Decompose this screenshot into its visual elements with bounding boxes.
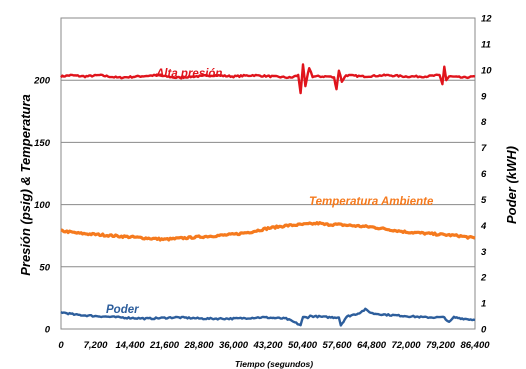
- series-lines: [60, 63, 476, 327]
- y-right-tick-label: 5: [481, 195, 487, 206]
- y-right-tick-label: 0: [481, 325, 487, 336]
- y-left-tick-label: 200: [33, 76, 51, 87]
- x-tick-label: 79,200: [426, 340, 456, 351]
- x-tick-label: 50,400: [288, 340, 318, 351]
- y-right-tick-label: 3: [481, 247, 487, 258]
- y-right-tick-label: 11: [481, 39, 491, 50]
- plot-frame: [60, 17, 476, 330]
- y-right-tick-label: 7: [481, 143, 487, 154]
- x-tick-label: 0: [58, 340, 64, 351]
- x-tick-label: 21,600: [149, 340, 180, 351]
- x-tick-label: 36,000: [219, 340, 249, 351]
- y-right-tick-label: 4: [480, 221, 487, 232]
- y-right-tick-label: 6: [481, 169, 487, 180]
- series-label: Alta presión: [155, 68, 222, 80]
- series-label: Poder: [106, 304, 139, 316]
- y-left-tick-label: 150: [34, 138, 51, 149]
- series-line: [60, 221, 476, 242]
- y-right-tick-label: 9: [481, 91, 487, 102]
- series-labels: Alta presión Temperatura Ambiente Poder: [106, 68, 434, 316]
- x-tick-label: 86,400: [460, 340, 490, 351]
- series-label: Temperatura Ambiente: [309, 196, 434, 208]
- x-axis-title: Tiempo (segundos): [235, 359, 313, 369]
- y-right-tick-label: 1: [481, 299, 486, 310]
- x-tick-label: 64,800: [357, 340, 387, 351]
- y-left-tick-label: 100: [34, 200, 51, 211]
- y-left-tick-label: 0: [45, 325, 51, 336]
- x-tick-label: 28,800: [183, 340, 214, 351]
- x-tick-label: 7,200: [84, 340, 108, 351]
- y-right-tick-label: 12: [481, 14, 492, 25]
- series-line: [60, 307, 476, 327]
- y-right-tick-label: 2: [480, 273, 487, 284]
- gridlines: [60, 17, 476, 330]
- y-axis-left-title: Presión (psig) & Temperatura: [18, 94, 33, 276]
- y-right-tick-label: 8: [481, 117, 487, 128]
- series-line: [60, 63, 476, 95]
- x-tick-label: 57,600: [322, 340, 352, 351]
- x-tick-label: 43,200: [252, 340, 283, 351]
- y-right-tick-label: 10: [481, 65, 492, 76]
- x-tick-label: 72,000: [391, 340, 421, 351]
- x-tick-label: 14,400: [115, 340, 145, 351]
- y-axis-right-title: Poder (kWH): [504, 146, 519, 224]
- y-left-tick-label: 50: [39, 262, 50, 273]
